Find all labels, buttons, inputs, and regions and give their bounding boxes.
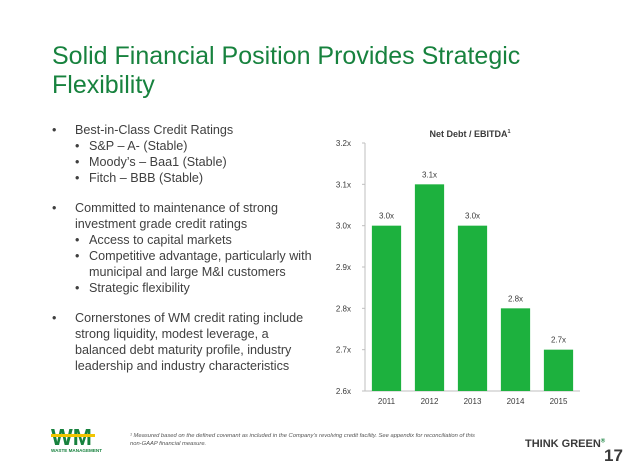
x-tick-label: 2011 [378,397,396,406]
slide-title: Solid Financial Position Provides Strate… [52,42,521,99]
y-tick-label: 2.6x [336,387,351,396]
footnote: ¹ Measured based on the defined covenant… [130,433,475,447]
data-label: 2.7x [551,336,566,345]
bullet-dot: • [52,123,57,137]
sub-bullet-text: Strategic flexibility [89,281,190,295]
data-label: 3.0x [379,212,394,221]
y-tick-label: 3.0x [336,222,351,231]
sub-bullet: • Access to capital markets [75,233,232,247]
sub-bullet-text: Competitive advantage, particularly with… [89,249,312,279]
net-debt-ebitda-chart: Net Debt / EBITDA1 2.6x 2.7x 2.8x 2.9x 3.0x 3.… [336,129,580,406]
sub-bullet: • Fitch – BBB (Stable) [75,171,204,185]
bullet-text: Cornerstones of WM credit rating include… [75,311,304,373]
data-label: 3.1x [422,170,437,179]
bullet-list: • Best-in-Class Credit Ratings • S&P – A-… [52,122,317,388]
bar-2015 [543,349,574,391]
logo-subtext: WASTE MANAGEMENT [51,448,102,453]
page-number: 17 [604,446,623,465]
data-label: 2.8x [508,294,523,303]
bar-2013 [457,225,488,391]
bullet-cornerstones: • Cornerstones of WM credit rating inclu… [52,310,317,374]
bullet-text: Committed to maintenance of strong inves… [75,201,279,231]
y-tick-label: 2.9x [336,263,351,272]
sub-bullet-text: S&P – A- (Stable) [89,139,188,153]
y-tick-label: 2.7x [336,346,351,355]
sub-bullet: • Strategic flexibility [75,281,190,295]
sub-bullet-text: Fitch – BBB (Stable) [89,171,204,185]
bar-2014 [500,308,531,391]
bullet-credit-ratings: • Best-in-Class Credit Ratings • S&P – A-… [52,122,317,186]
x-tick-label: 2012 [421,397,439,406]
registered-mark: ® [600,438,606,445]
sub-bullet-text: Access to capital markets [89,233,232,247]
sub-bullet: • Moody’s – Baa1 (Stable) [75,155,227,169]
bullet-dot: • [52,201,57,215]
think-green-tagline: THINK GREEN® [525,438,606,450]
bar-2011 [371,225,402,391]
y-tick-label: 2.8x [336,304,351,313]
x-tick-label: 2014 [507,397,525,406]
sub-bullet-text: Moody’s – Baa1 (Stable) [89,155,227,169]
wm-logo: WM WASTE MANAGEMENT [51,425,102,453]
chart-title: Net Debt / EBITDA1 [429,129,510,139]
logo-mark: WM [51,425,92,450]
sub-bullet: • Competitive advantage, particularly wit… [75,249,312,279]
x-tick-label: 2013 [464,397,482,406]
data-label: 3.0x [465,212,480,221]
bullet-investment-grade: • Committed to maintenance of strong inv… [52,200,317,296]
bullet-dot: • [52,311,57,325]
y-tick-label: 3.1x [336,180,351,189]
sub-bullet: • S&P – A- (Stable) [75,139,188,153]
x-tick-label: 2015 [550,397,568,406]
bar-2012 [414,184,445,391]
y-tick-label: 3.2x [336,139,351,148]
bullet-text: Best-in-Class Credit Ratings [75,123,234,137]
